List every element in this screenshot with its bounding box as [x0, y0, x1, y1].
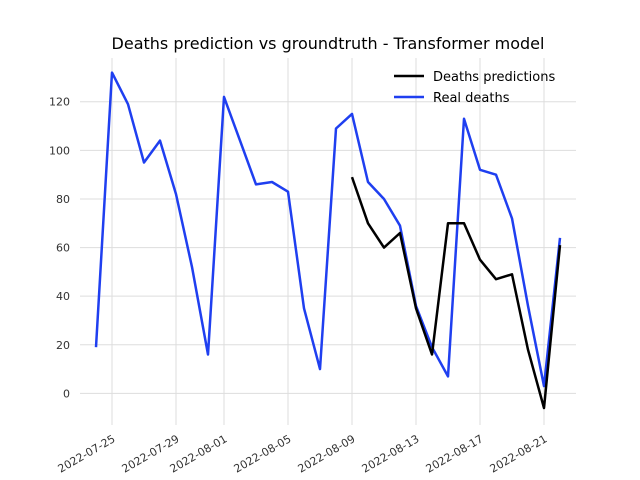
y-tick-label: 60: [56, 242, 70, 255]
y-tick-label: 0: [63, 387, 70, 400]
legend-label-real: Real deaths: [433, 91, 510, 106]
grid: [80, 58, 576, 425]
series-line-predictions: [350, 176, 562, 410]
y-tick-label: 40: [56, 290, 70, 303]
y-tick-label: 80: [56, 193, 70, 206]
chart-title: Deaths prediction vs groundtruth - Trans…: [112, 34, 545, 53]
y-tick-label: 120: [49, 96, 70, 109]
series-layer: [94, 71, 562, 410]
x-tick-label: 2022-08-09: [296, 432, 358, 475]
y-tick-label: 20: [56, 339, 70, 352]
x-tick-label: 2022-08-17: [424, 432, 486, 475]
x-tick-label: 2022-08-21: [488, 432, 550, 475]
legend-label-predictions: Deaths predictions: [433, 70, 555, 85]
y-tick-label: 100: [49, 144, 70, 157]
x-tick-label: 2022-07-25: [56, 432, 118, 475]
y-axis: 0 20 40 60 80 100 120: [49, 96, 70, 401]
series-line-real: [94, 71, 562, 388]
x-tick-label: 2022-08-05: [232, 432, 294, 475]
legend: Deaths predictions Real deaths: [394, 70, 555, 106]
x-tick-label: 2022-08-13: [360, 432, 422, 475]
